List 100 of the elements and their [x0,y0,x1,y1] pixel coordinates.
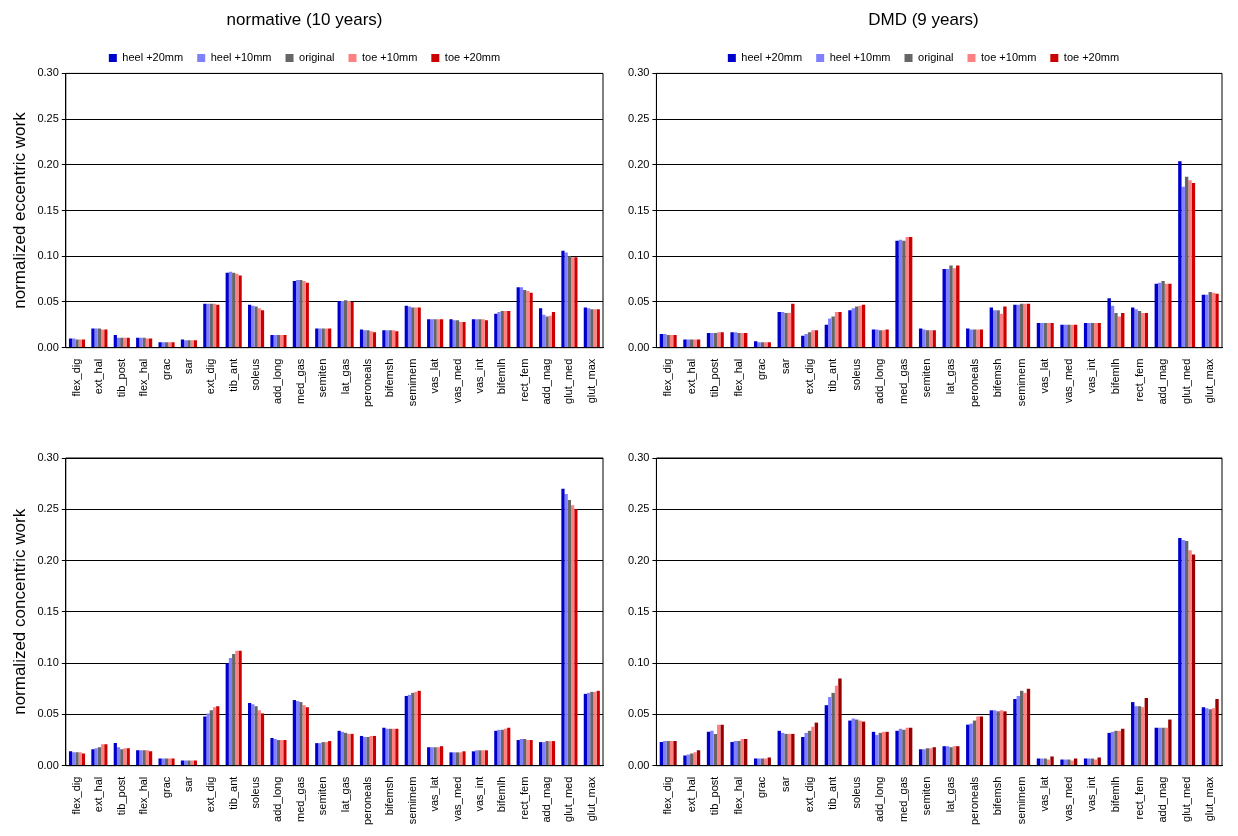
bar [561,488,565,766]
bar [391,330,396,348]
bar [979,329,984,348]
bar [791,733,795,766]
x-tick-label: glut_max [1203,776,1216,822]
x-tick-label: vas_int [472,776,485,812]
y-tick-label: 0.25 [627,502,650,515]
bar [583,307,587,348]
x-tick-label: vas_int [472,358,485,394]
x-tick-label: peroneals [967,776,980,826]
x-tick-label: grac [159,776,172,799]
x-tick-label: tib_ant [826,776,839,810]
bar [730,742,734,766]
y-tick-label: 0.10 [627,656,650,669]
bar [113,743,117,766]
bar [212,303,217,348]
x-tick-label: flex_dig [661,358,674,397]
bar [551,312,556,348]
bar [455,320,460,348]
x-tick-label: peroneals [967,358,980,408]
bar [811,726,815,766]
x-tick-label: add_long [271,776,284,822]
legend-label: heel +10mm [829,50,891,63]
y-tick-label: 0.20 [37,553,59,566]
x-tick-label: bifemsh [991,776,1004,816]
x-tick-label: tib_ant [826,358,839,392]
bar [1215,293,1219,348]
bar [1003,711,1007,766]
y-tick-label: 0.20 [627,157,650,170]
bar [1087,758,1091,766]
bar [404,695,408,766]
y-tick-label: 0.05 [627,707,650,720]
bar [372,735,377,766]
bar [1050,323,1054,348]
y-tick-label: 0.10 [627,249,650,262]
x-tick-label: soleus [849,358,862,391]
x-tick-label: flex_hal [731,358,744,397]
x-tick-label: tib_post [708,358,721,398]
bar [1114,312,1118,348]
bar [81,753,86,766]
x-tick-label: add_long [271,358,284,404]
bar [1168,719,1172,766]
x-tick-label: bifemlh [495,358,508,395]
y-tick-label: 0.00 [627,340,650,353]
bar [574,509,578,766]
y-tick-label: 0.25 [37,502,59,515]
y-tick-label: 0.30 [627,451,650,464]
bar [260,310,265,348]
bar [324,328,329,348]
y-tick-label: 0.30 [37,66,59,79]
x-tick-label: vas_lat [428,776,441,812]
bar [113,334,117,348]
bar [343,300,348,348]
bar [784,312,788,348]
x-tick-label: add_long [873,358,886,404]
x-tick-label: med_gas [896,358,909,404]
bar [949,265,953,348]
bar [276,334,281,348]
x-tick-label: glut_med [1179,358,1192,404]
bar [922,749,926,766]
x-tick-label: grac [159,358,172,381]
y-tick-label: 0.05 [627,295,650,307]
x-tick-label: med_gas [293,358,306,404]
bar [343,732,348,766]
bar [292,280,296,348]
x-tick-label: vas_int [1085,358,1098,394]
bar [811,330,815,348]
y-tick-label: 0.00 [627,758,650,771]
x-tick-label: vas_med [1061,776,1074,822]
bar [972,329,977,348]
x-tick-label: lat_gas [338,776,351,813]
x-tick-label: bifemsh [383,776,396,816]
bar [1107,732,1111,766]
bar [519,287,524,348]
bar [848,310,852,348]
bar [359,329,364,348]
y-tick-label: 0.20 [37,157,59,170]
bar [1060,324,1064,348]
y-tick-label: 0.15 [37,604,59,617]
x-tick-label: sar [181,776,194,792]
x-tick-label: flex_dig [661,776,674,815]
bar [471,751,476,766]
x-tick-label: grac [755,358,768,381]
y-tick-label: 0.30 [627,66,650,79]
y-tick-label: 0.15 [37,203,59,216]
x-tick-label: vas_lat [1038,358,1051,394]
bar [895,730,899,766]
bar [683,755,687,766]
bar [439,746,444,766]
bar [359,735,364,766]
bar [395,728,399,766]
legend-label: original [918,50,954,63]
bar [292,700,296,766]
bar [801,736,805,766]
x-tick-label: sar [181,358,194,374]
x-tick-label: bifemsh [991,358,1004,398]
y-tick-label: 0.15 [627,203,650,216]
x-tick-label: vas_med [450,776,463,822]
x-tick-label: add_mag [540,358,553,405]
bar [81,339,86,348]
